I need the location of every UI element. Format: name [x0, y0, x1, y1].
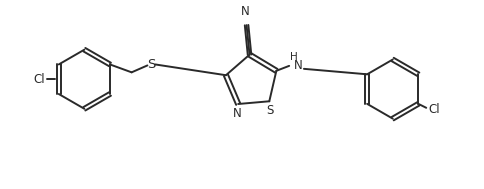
Text: S: S	[147, 58, 155, 71]
Text: Cl: Cl	[33, 73, 45, 86]
Text: N: N	[241, 5, 250, 18]
Text: H: H	[290, 52, 298, 62]
Text: N: N	[233, 107, 242, 120]
Text: S: S	[267, 104, 274, 117]
Text: N: N	[294, 59, 303, 72]
Text: Cl: Cl	[428, 103, 440, 116]
